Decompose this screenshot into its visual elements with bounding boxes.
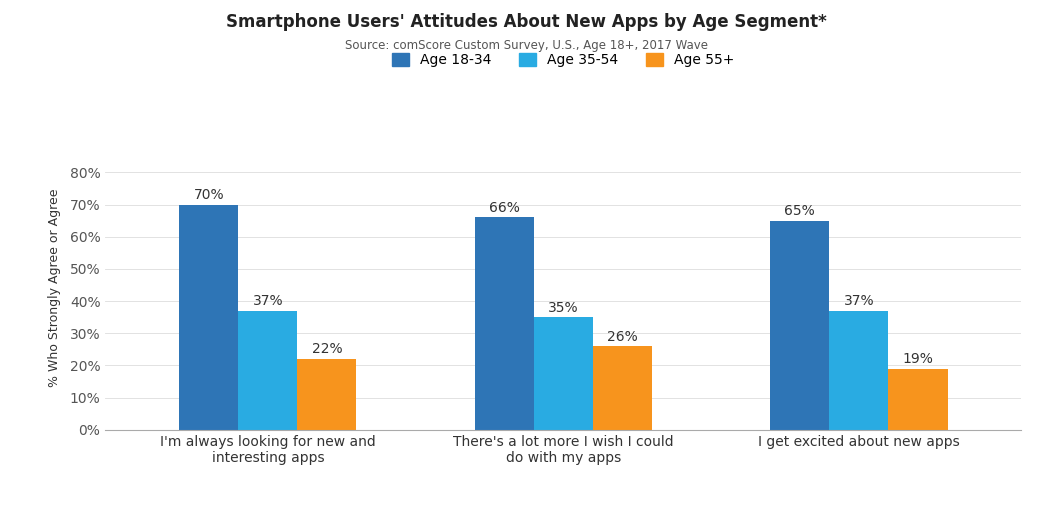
Bar [534,317,593,430]
Text: 37%: 37% [253,294,283,308]
Text: 37%: 37% [843,294,874,308]
Text: 26%: 26% [608,330,638,344]
Bar [179,204,238,430]
Bar [770,221,830,430]
Bar [593,346,652,430]
Y-axis label: % Who Strongly Agree or Agree: % Who Strongly Agree or Agree [48,189,61,387]
Text: Smartphone Users' Attitudes About New Apps by Age Segment*: Smartphone Users' Attitudes About New Ap… [226,13,827,31]
Bar [475,217,534,430]
Legend: Age 18-34, Age 35-54, Age 55+: Age 18-34, Age 35-54, Age 55+ [385,46,741,74]
Bar [830,311,889,430]
Text: 66%: 66% [489,201,520,215]
Bar [238,311,297,430]
Text: 22%: 22% [312,342,342,356]
Text: Source: comScore Custom Survey, U.S., Age 18+, 2017 Wave: Source: comScore Custom Survey, U.S., Ag… [345,39,708,52]
Text: 70%: 70% [194,188,224,202]
Text: 65%: 65% [784,204,815,218]
Text: 19%: 19% [902,352,933,366]
Bar [297,359,357,430]
Text: 35%: 35% [548,301,579,314]
Bar [889,368,948,430]
